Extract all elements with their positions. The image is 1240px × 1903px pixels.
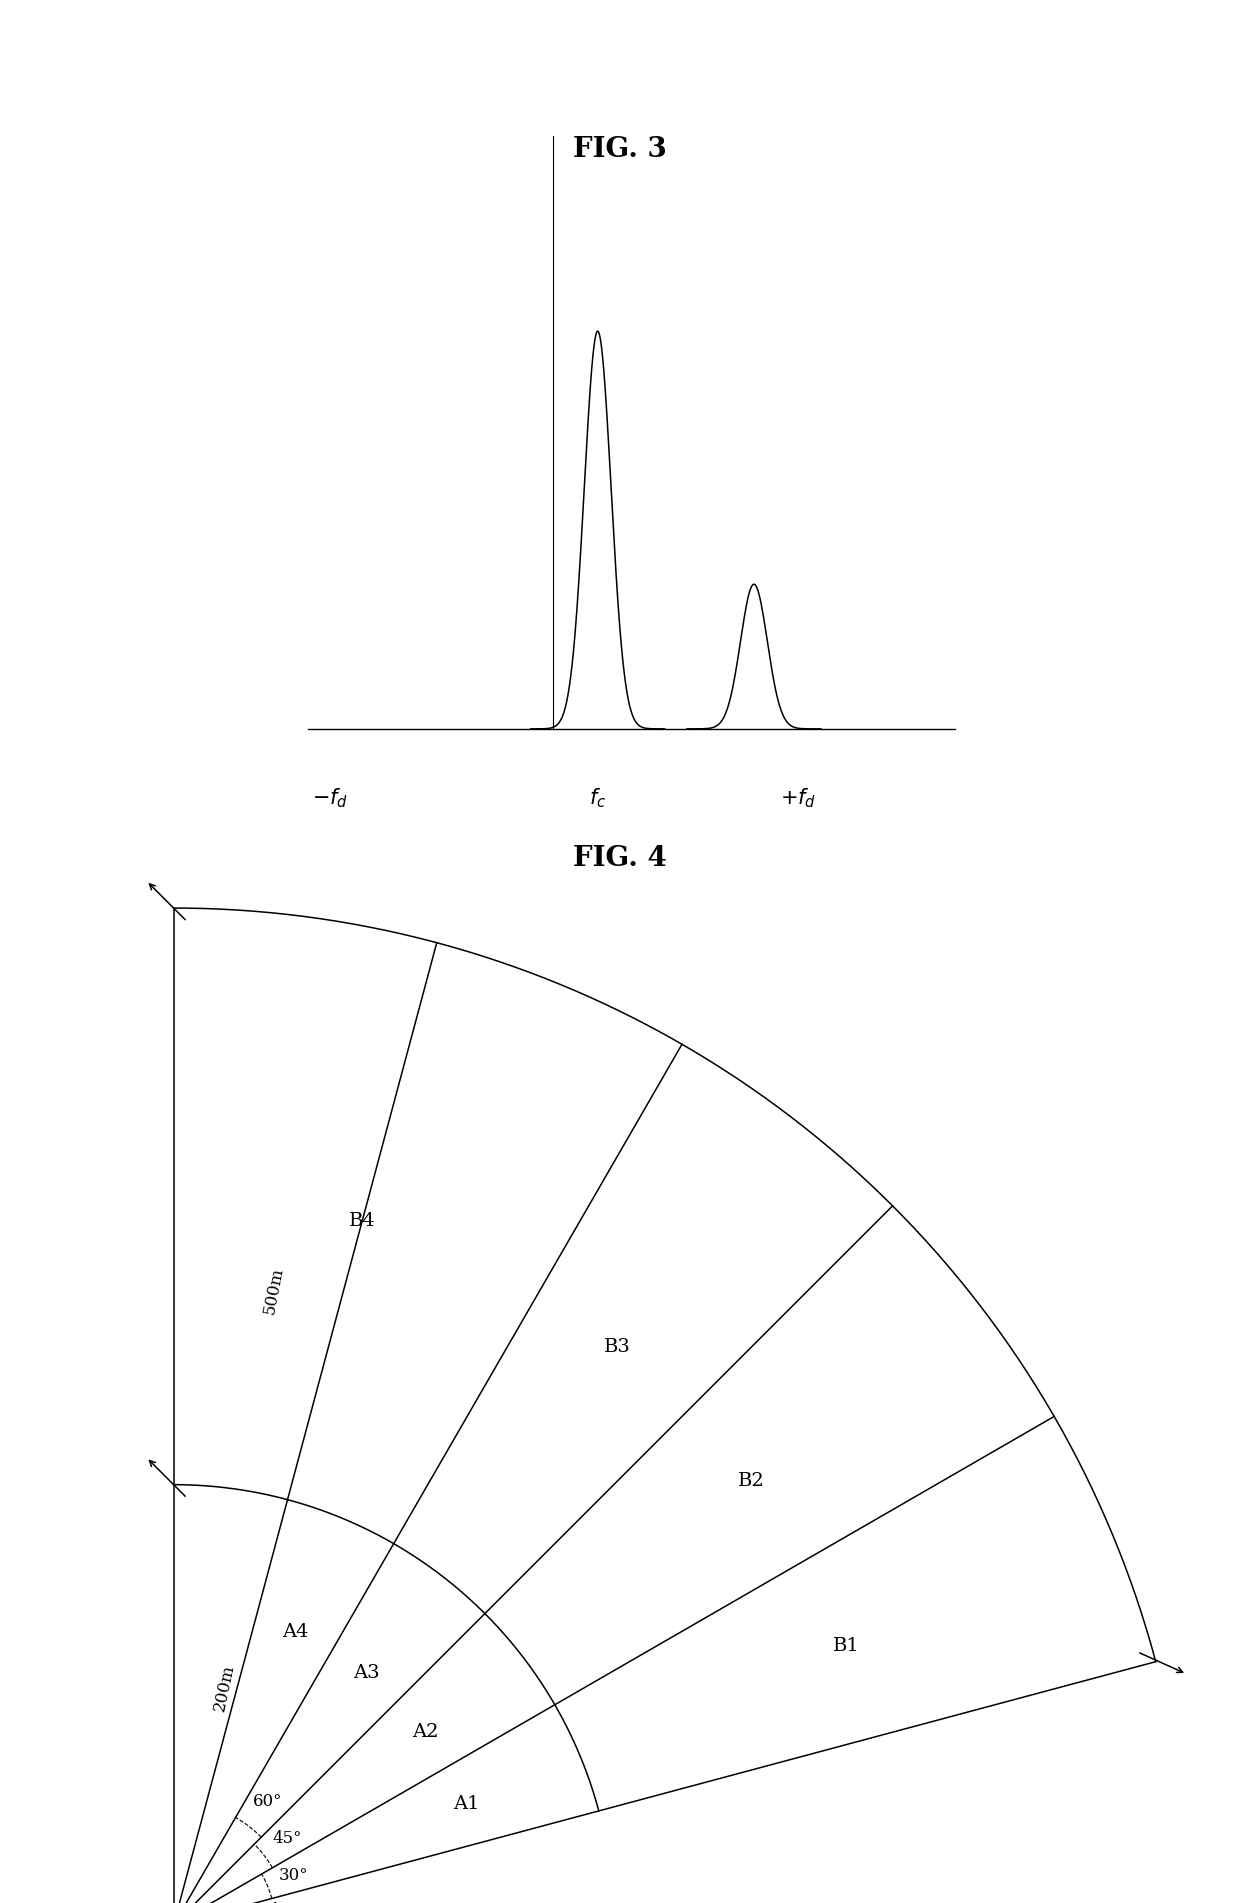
Text: FIG. 4: FIG. 4 (573, 845, 667, 872)
Text: $-f_d$: $-f_d$ (311, 786, 348, 811)
Text: $f_c$: $f_c$ (589, 786, 606, 811)
Text: 60°: 60° (253, 1793, 283, 1810)
Text: B3: B3 (604, 1338, 630, 1355)
Text: A4: A4 (281, 1623, 308, 1640)
Text: 30°: 30° (279, 1867, 309, 1884)
Text: A2: A2 (412, 1722, 438, 1741)
Text: B2: B2 (738, 1473, 765, 1490)
Text: A1: A1 (453, 1795, 480, 1812)
Text: B1: B1 (833, 1637, 861, 1656)
Text: 45°: 45° (272, 1829, 301, 1846)
Text: 200m: 200m (211, 1663, 237, 1713)
Text: FIG. 3: FIG. 3 (573, 135, 667, 164)
Text: 500m: 500m (262, 1265, 286, 1315)
Text: A3: A3 (353, 1665, 379, 1682)
Text: $+f_d$: $+f_d$ (780, 786, 817, 811)
Text: B4: B4 (348, 1212, 376, 1229)
